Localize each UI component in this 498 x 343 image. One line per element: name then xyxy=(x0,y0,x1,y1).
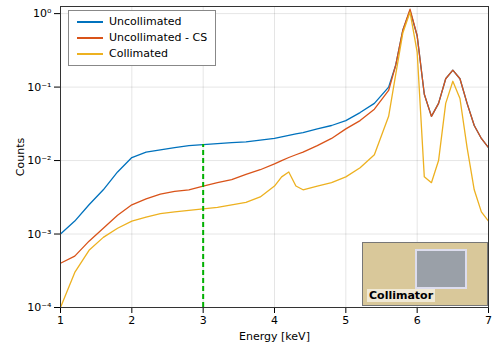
html-text:Uncollimated - CS: Uncollimated - CS xyxy=(109,31,208,44)
svg-text:10⁻¹: 10⁻¹ xyxy=(27,81,51,94)
svg-text:Energy [keV]: Energy [keV] xyxy=(239,330,310,343)
svg-text:10⁻⁴: 10⁻⁴ xyxy=(27,301,52,314)
svg-text:2: 2 xyxy=(128,314,135,327)
html-text:Uncollimated: Uncollimated xyxy=(109,15,182,28)
html-text:Collimated: Collimated xyxy=(109,47,169,60)
svg-text:7: 7 xyxy=(485,314,492,327)
svg-text:1: 1 xyxy=(57,314,64,327)
svg-text:6: 6 xyxy=(414,314,421,327)
svg-text:10⁰: 10⁰ xyxy=(33,7,52,20)
svg-text:4: 4 xyxy=(271,314,278,327)
svg-text:Counts: Counts xyxy=(14,138,27,177)
svg-text:10⁻³: 10⁻³ xyxy=(27,228,51,241)
svg-text:3: 3 xyxy=(200,314,207,327)
html-text:Collimator: Collimator xyxy=(369,289,434,302)
svg-text:5: 5 xyxy=(342,314,349,327)
svg-text:10⁻²: 10⁻² xyxy=(27,154,51,167)
